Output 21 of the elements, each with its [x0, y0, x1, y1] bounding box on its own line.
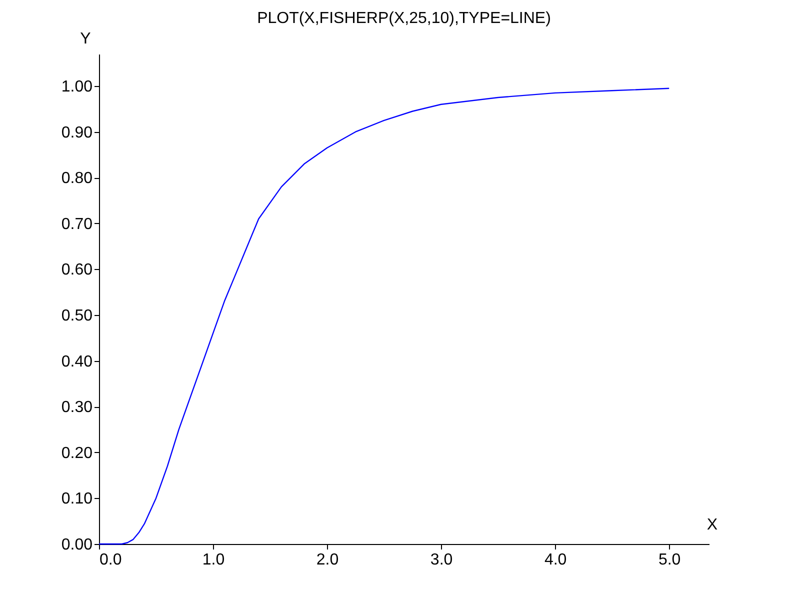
- y-tick-label: 1.00: [61, 78, 93, 96]
- x-axis-title: X: [706, 516, 718, 534]
- y-tick-label: 0.20: [61, 444, 93, 462]
- chart-title: PLOT(X,FISHERP(X,25,10),TYPE=LINE): [257, 10, 551, 27]
- y-tick-label: 0.30: [61, 399, 93, 416]
- y-tick-label: 0.80: [61, 170, 93, 188]
- x-tick-label: 1.0: [202, 552, 225, 568]
- line-series: [98, 88, 670, 545]
- y-axis-title: Y: [80, 30, 92, 48]
- x-tick-label: 3.0: [430, 552, 453, 568]
- y-tick-label: 0.50: [61, 308, 93, 325]
- x-tick-label: 4.0: [544, 552, 567, 568]
- y-tick-label: 0.60: [61, 262, 93, 279]
- y-tick-label: 0.90: [61, 124, 93, 142]
- x-tick-label: 0.0: [100, 552, 122, 568]
- x-tick-label: 5.0: [658, 552, 681, 568]
- y-tick-label: 0.40: [61, 353, 93, 370]
- y-tick-label: 0.00: [61, 536, 93, 554]
- y-tick-label: 0.70: [61, 216, 93, 233]
- x-tick-label: 2.0: [316, 552, 339, 568]
- y-tick-label: 0.10: [61, 490, 93, 508]
